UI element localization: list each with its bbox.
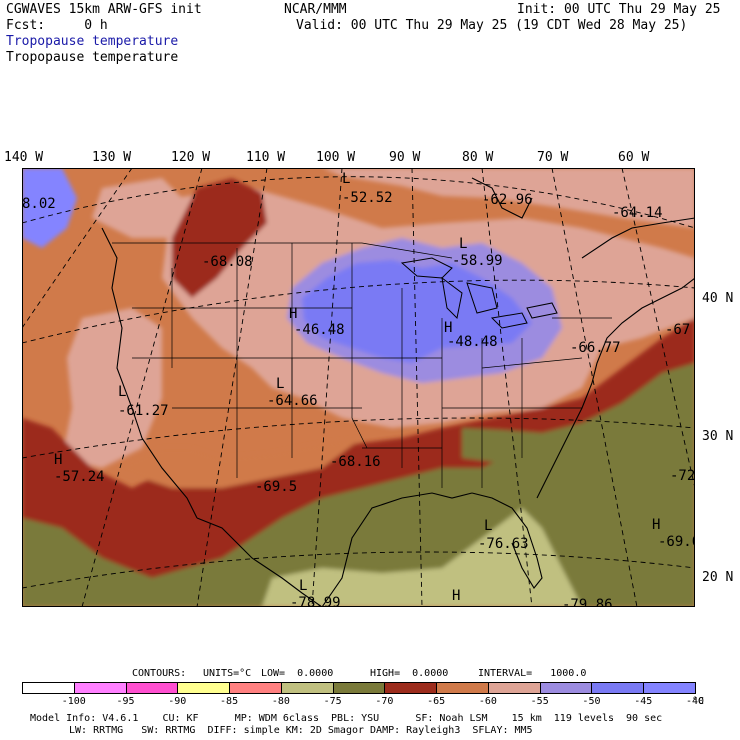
model-info-line1: Model Info: V4.6.1 CU: KF MP: WDM 6class… bbox=[30, 713, 663, 724]
extremum-marker: H bbox=[652, 517, 660, 533]
extremum-value: -57.24 bbox=[54, 469, 105, 485]
lon-label: 90 W bbox=[389, 150, 421, 165]
coastlines bbox=[101, 177, 695, 607]
extremum-value: -72 bbox=[670, 468, 695, 484]
lon-label: 120 W bbox=[171, 150, 211, 165]
extremum-marker: L bbox=[118, 384, 126, 400]
units-label: UNITS=°C bbox=[203, 668, 252, 679]
extremum-marker: H bbox=[54, 452, 62, 468]
extremum-value: -66.77 bbox=[570, 340, 621, 356]
colorbar-swatch bbox=[487, 682, 541, 694]
lat-label: 30 N bbox=[702, 429, 734, 444]
graticule bbox=[22, 168, 695, 607]
great-lakes bbox=[400, 257, 558, 329]
shading-dark-red bbox=[172, 178, 267, 298]
extremum-marker: H bbox=[289, 306, 297, 322]
lon-label: 60 W bbox=[618, 150, 650, 165]
colorbar-swatch bbox=[177, 682, 231, 694]
valid-time: Valid: 00 UTC Thu 29 May 25 (19 CDT Wed … bbox=[296, 18, 688, 33]
colorbar-swatch bbox=[436, 682, 489, 694]
colorbar-swatch bbox=[125, 682, 179, 694]
shading-pink bbox=[322, 168, 695, 228]
colorbar-swatch bbox=[643, 682, 696, 694]
colorbar-tick-label: -40 bbox=[685, 696, 705, 707]
tropopause-temperature-map: 8.02 L -52.52 -62.96 -64.14 -68.08 L -58… bbox=[22, 168, 695, 607]
colorbar-swatch bbox=[22, 682, 75, 694]
colorbar-tick-label: -95 bbox=[116, 696, 135, 707]
init-time: Init: 00 UTC Thu 29 May 25 bbox=[517, 2, 721, 17]
colorbar-tick-label: -100 bbox=[61, 696, 86, 707]
extremum-value: -67 bbox=[665, 322, 690, 338]
extremum-value: -69.5 bbox=[255, 479, 297, 495]
extremum-value: -68.08 bbox=[202, 254, 253, 270]
extremum-value: 8.02 bbox=[22, 196, 56, 212]
colorbar-tick-label: -65 bbox=[427, 696, 446, 707]
colorbar-swatch bbox=[229, 682, 282, 694]
colorbar-swatch bbox=[280, 682, 334, 694]
extremum-value: -61.27 bbox=[118, 403, 169, 419]
interval-label: INTERVAL= 1000.0 bbox=[478, 668, 587, 679]
high-label: HIGH= 0.0000 bbox=[370, 668, 449, 679]
lon-label: 140 W bbox=[4, 150, 44, 165]
extremum-value: -48.48 bbox=[447, 334, 498, 350]
extremum-value: -76.63 bbox=[478, 536, 529, 552]
lon-label: 80 W bbox=[462, 150, 494, 165]
colorbar-tick-label: -75 bbox=[323, 696, 342, 707]
colorbar-tick-label: -85 bbox=[220, 696, 239, 707]
extremum-value: -69.0 bbox=[658, 534, 695, 550]
lon-label: 70 W bbox=[537, 150, 569, 165]
map-border bbox=[22, 168, 695, 607]
shading-pink bbox=[62, 308, 162, 468]
extremum-marker: L bbox=[459, 236, 467, 252]
model-title: CGWAVES 15km ARW-GFS init bbox=[6, 2, 202, 17]
field-name-black: Tropopause temperature bbox=[6, 50, 179, 65]
contours-label: CONTOURS: bbox=[132, 668, 187, 679]
extremum-value: -58.99 bbox=[452, 253, 503, 269]
state-borders bbox=[112, 242, 612, 488]
lat-label: 40 N bbox=[702, 291, 734, 306]
colorbar-tick-label: -90 bbox=[168, 696, 187, 707]
model-info-line2: LW: RRTMG SW: RRTMG DIFF: simple KM: 2D … bbox=[69, 725, 533, 736]
colorbar-tick-label: -60 bbox=[478, 696, 497, 707]
low-label: LOW= 0.0000 bbox=[261, 668, 334, 679]
extremum-marker: L bbox=[299, 578, 307, 594]
extrema-labels: 8.02 L -52.52 -62.96 -64.14 -68.08 L -58… bbox=[22, 171, 695, 607]
colorbar-swatch bbox=[591, 682, 645, 694]
colorbar-tick-label: -80 bbox=[271, 696, 290, 707]
field-name-blue: Tropopause temperature bbox=[6, 34, 179, 49]
colorbar-swatch bbox=[384, 682, 438, 694]
extremum-value: -64.66 bbox=[267, 393, 318, 409]
shading-pink bbox=[92, 178, 192, 238]
extremum-marker: L bbox=[342, 171, 350, 187]
forecast-hour: Fcst: 0 h bbox=[6, 18, 108, 33]
colorbar-swatch bbox=[539, 682, 593, 694]
colorbar-tick-label: -70 bbox=[375, 696, 394, 707]
colorbar-swatch bbox=[73, 682, 127, 694]
extremum-value: -52.52 bbox=[342, 190, 393, 206]
shading-blue bbox=[302, 260, 532, 363]
extremum-value: -46.48 bbox=[294, 322, 345, 338]
shading-light-olive bbox=[262, 508, 582, 607]
extremum-value: -68.16 bbox=[330, 454, 381, 470]
extremum-value: -64.14 bbox=[612, 205, 663, 221]
shading-blue bbox=[22, 168, 77, 248]
colorbar-tick-label: -50 bbox=[582, 696, 601, 707]
extremum-marker: H bbox=[452, 588, 460, 604]
lat-label: 20 N bbox=[702, 570, 734, 585]
org-label: NCAR/MMM bbox=[284, 2, 347, 17]
extremum-marker: H bbox=[444, 320, 452, 336]
colorbar-tick-label: -45 bbox=[634, 696, 653, 707]
lon-label: 100 W bbox=[316, 150, 356, 165]
extremum-marker: L bbox=[484, 518, 492, 534]
extremum-value: -79.86 bbox=[562, 597, 613, 607]
colorbar-tick-label: -55 bbox=[530, 696, 549, 707]
extremum-marker: L bbox=[276, 376, 284, 392]
colorbar-swatch bbox=[332, 682, 386, 694]
extremum-value: -78.99 bbox=[290, 595, 341, 607]
colorbar-unit: °C bbox=[691, 696, 705, 707]
lon-label: 110 W bbox=[246, 150, 286, 165]
shading-olive bbox=[462, 363, 695, 463]
lon-label: 130 W bbox=[92, 150, 132, 165]
extremum-value: -62.96 bbox=[482, 192, 533, 208]
